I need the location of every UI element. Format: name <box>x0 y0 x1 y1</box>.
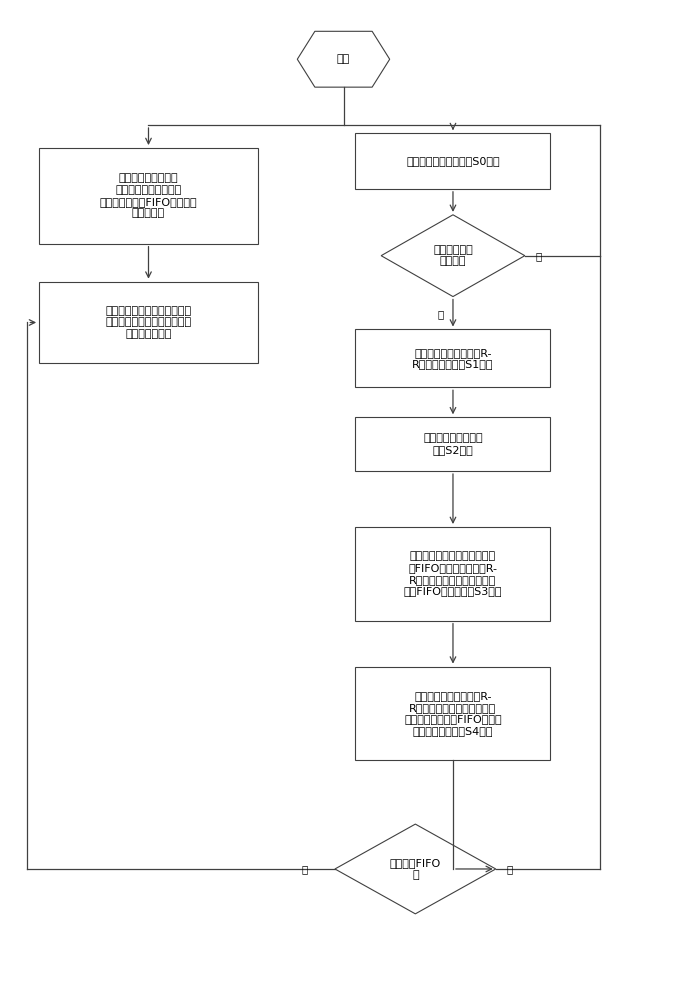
Text: 优先级调度状态机启动R-
R调度器，跳转到S1状态: 优先级调度状态机启动R- R调度器，跳转到S1状态 <box>412 348 494 369</box>
FancyBboxPatch shape <box>355 667 550 760</box>
Text: 选出优先级寄存器组中优先级
最高的有效行，将其存入优先
级请求寄存器中: 选出优先级寄存器组中优先级 最高的有效行，将其存入优先 级请求寄存器中 <box>105 306 192 339</box>
FancyBboxPatch shape <box>355 417 550 471</box>
Text: 优先级调度状态机跳
转到S2状态: 优先级调度状态机跳 转到S2状态 <box>423 433 483 455</box>
Text: 调度结果FIFO
满: 调度结果FIFO 满 <box>390 858 441 880</box>
Text: 优先级调度状态机产生调度结
果FIFO写使能信号，将R-
R调度器输出的结果写入调度
结果FIFO中，跳转到S3状态: 优先级调度状态机产生调度结 果FIFO写使能信号，将R- R调度器输出的结果写入… <box>404 551 502 596</box>
Text: 是: 是 <box>438 310 444 320</box>
FancyBboxPatch shape <box>355 133 550 189</box>
FancyBboxPatch shape <box>355 329 550 387</box>
Polygon shape <box>381 215 525 297</box>
Text: 优先级调度状态机根据R-
R调度器的输出结果，向对应
的发送数据优先级FIFO发出读
清除信号，跳转到S4状态: 优先级调度状态机根据R- R调度器的输出结果，向对应 的发送数据优先级FIFO发… <box>404 691 502 736</box>
FancyBboxPatch shape <box>39 282 258 363</box>
Text: 优先级请求寄
存器有效: 优先级请求寄 存器有效 <box>433 245 473 266</box>
Text: 是: 是 <box>302 864 308 874</box>
Text: 否: 否 <box>506 864 513 874</box>
FancyBboxPatch shape <box>39 148 258 244</box>
Text: 优先级调度状态机处于S0状态: 优先级调度状态机处于S0状态 <box>406 156 499 166</box>
Polygon shape <box>297 31 390 87</box>
Polygon shape <box>335 824 496 914</box>
Text: 否: 否 <box>535 251 541 261</box>
FancyBboxPatch shape <box>355 527 550 621</box>
Text: 优先级寄存器组根据
发送数据使能寄存器和
发送数据优先级FIFO组设定组
内元素的值: 优先级寄存器组根据 发送数据使能寄存器和 发送数据优先级FIFO组设定组 内元素… <box>100 173 197 218</box>
Text: 入口: 入口 <box>337 54 350 64</box>
